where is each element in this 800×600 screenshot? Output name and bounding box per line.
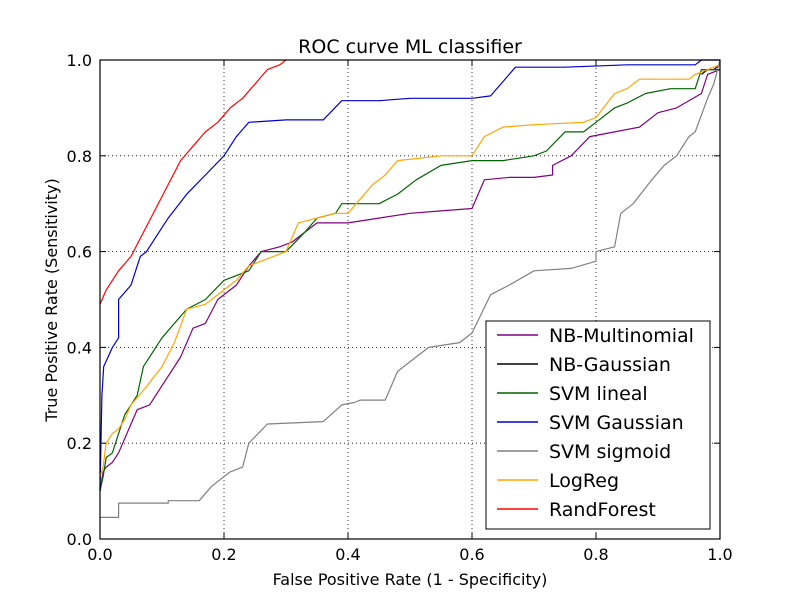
y-tick-label: 0.2 bbox=[67, 434, 92, 453]
y-axis-title: True Positive Rate (Sensitivity) bbox=[42, 178, 61, 422]
y-tick-label: 0.8 bbox=[67, 147, 92, 166]
x-tick-label: 0.8 bbox=[583, 545, 608, 564]
plot-frame bbox=[99, 59, 721, 540]
legend-label-nb-multinomial: NB-Multinomial bbox=[549, 325, 694, 347]
y-tick-label: 0.6 bbox=[67, 243, 92, 262]
roc-line-logreg bbox=[99, 64, 721, 477]
roc-line-nb-multinomial bbox=[99, 69, 721, 492]
x-tick-label: 0.2 bbox=[211, 545, 236, 564]
roc-line-svm-lineal bbox=[99, 68, 720, 492]
y-tick-label: 1.0 bbox=[67, 51, 92, 70]
roc-line-svm-gaussian bbox=[99, 59, 720, 492]
legend-label-randforest: RandForest bbox=[549, 499, 656, 521]
legend-box bbox=[485, 320, 711, 530]
x-tick-label: 0.0 bbox=[87, 545, 112, 564]
x-tick-label: 0.4 bbox=[335, 545, 360, 564]
roc-line-svm-sigmoid bbox=[100, 59, 721, 519]
legend-label-logreg: LogReg bbox=[549, 470, 619, 492]
roc-line-randforest bbox=[99, 59, 287, 305]
legend: NB-Multinomial NB-Gaussian SVM lineal SVM G… bbox=[485, 320, 711, 530]
y-tick-label: 0.4 bbox=[67, 338, 92, 357]
legend-label-svm-gaussian: SVM Gaussian bbox=[549, 412, 684, 434]
chart-title: ROC curve ML classifier bbox=[298, 36, 522, 58]
axis-ticks: 0.0 0.2 0.4 0.6 0.8 1.0 0.0 0.2 0.4 0.6 0.8 1.0 bbox=[67, 51, 733, 564]
x-axis-title: False Positive Rate (1 - Specificity) bbox=[273, 570, 548, 589]
roc-curves bbox=[99, 59, 721, 519]
legend-label-svm-lineal: SVM lineal bbox=[549, 383, 648, 405]
x-tick-label: 0.6 bbox=[459, 545, 484, 564]
legend-label-nb-gaussian: NB-Gaussian bbox=[549, 354, 671, 376]
y-tick-label: 0.0 bbox=[67, 530, 92, 549]
legend-label-svm-sigmoid: SVM sigmoid bbox=[549, 441, 671, 463]
x-tick-label: 1.0 bbox=[707, 545, 732, 564]
